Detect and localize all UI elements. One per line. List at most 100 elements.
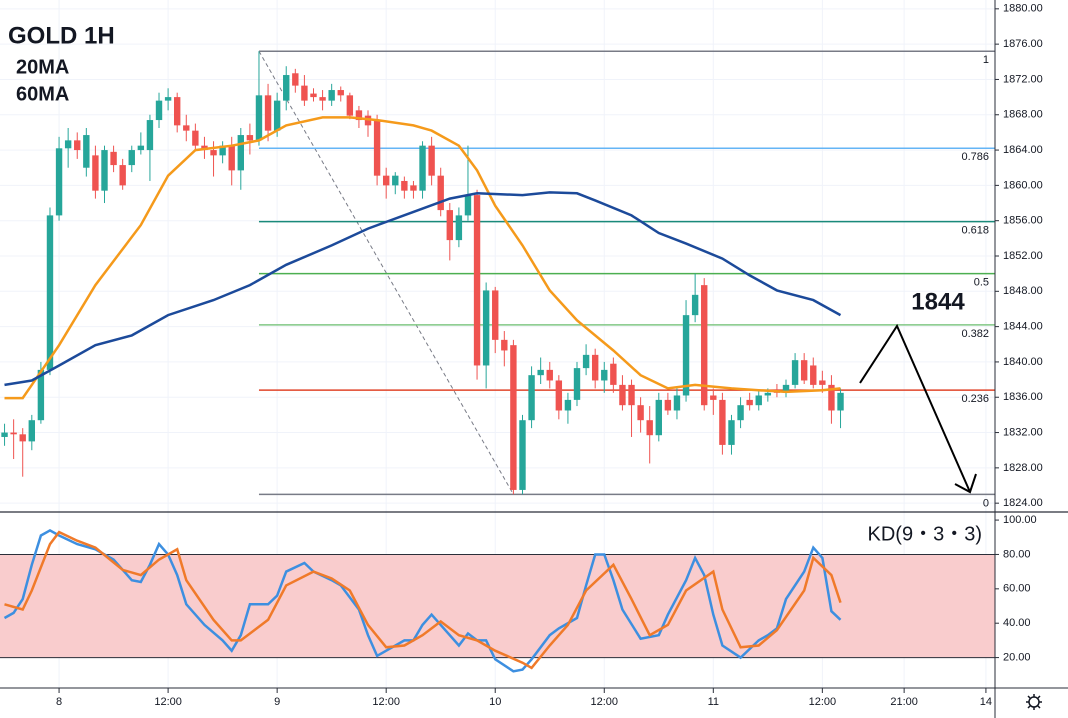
candle-body xyxy=(746,399,753,406)
x-tick-label: 10 xyxy=(489,696,501,708)
candle-body xyxy=(473,195,481,366)
candle-body xyxy=(83,135,90,168)
candle-body xyxy=(519,420,526,490)
settings-icon[interactable] xyxy=(1026,694,1042,710)
candle-body xyxy=(382,175,390,186)
candle-body xyxy=(228,145,235,171)
fib-label: 1 xyxy=(983,54,989,66)
legend-entry: 60MA xyxy=(16,83,69,105)
candle-body xyxy=(482,290,490,366)
x-tick-label: 12:00 xyxy=(154,696,182,708)
x-tick-label: 11 xyxy=(708,696,719,708)
candle-body xyxy=(564,399,572,411)
moving-average xyxy=(4,191,842,387)
y-tick-label: 1864.00 xyxy=(1003,144,1043,156)
candle-body xyxy=(346,95,354,116)
candle-body xyxy=(464,195,472,216)
projection-arrow xyxy=(859,323,977,494)
candle-body xyxy=(710,395,717,400)
candle-body xyxy=(392,175,399,186)
candle-body xyxy=(446,210,453,241)
candle-body xyxy=(537,369,544,376)
x-tick-label: 9 xyxy=(274,696,280,708)
y-tick-label: 1836.00 xyxy=(1003,391,1043,403)
candle-body xyxy=(364,115,372,126)
y-tick-label: 1848.00 xyxy=(1003,285,1043,297)
candle-body xyxy=(319,97,326,101)
candle-body xyxy=(728,420,735,445)
fib-label: 0.236 xyxy=(961,393,989,405)
candle-body xyxy=(373,120,381,176)
candle-body xyxy=(55,148,63,216)
candle-body xyxy=(591,354,599,381)
candle-body xyxy=(837,392,844,411)
fib-label: 0 xyxy=(983,497,989,509)
fib-label: 0.786 xyxy=(961,151,989,163)
candle-body xyxy=(637,405,644,421)
candle-body xyxy=(37,369,45,421)
y-tick-label: 60.00 xyxy=(1003,583,1031,595)
x-tick-label: 8 xyxy=(56,696,62,708)
candle-body xyxy=(719,399,726,445)
candle-body xyxy=(701,285,708,406)
x-tick-label: 21:00 xyxy=(890,696,918,708)
candle-body xyxy=(601,369,608,381)
fib-label: 0.5 xyxy=(974,277,989,289)
y-tick-label: 1868.00 xyxy=(1003,109,1043,121)
candle-body xyxy=(255,95,263,141)
x-tick-label: 12:00 xyxy=(591,696,619,708)
candle-body xyxy=(19,434,26,442)
candle-body xyxy=(101,150,108,191)
y-tick-label: 1824.00 xyxy=(1003,497,1043,509)
y-tick-label: 1856.00 xyxy=(1003,215,1043,227)
candle-body xyxy=(110,151,117,166)
candle-body xyxy=(310,93,317,98)
candle-body xyxy=(137,145,145,151)
y-tick-label: 1828.00 xyxy=(1003,462,1043,474)
candle-body xyxy=(355,110,363,121)
candle-body xyxy=(1,432,8,437)
candle-body xyxy=(64,140,72,149)
x-tick-label: 12:00 xyxy=(809,696,837,708)
annotation: 1844 xyxy=(911,288,965,315)
y-tick-label: 1832.00 xyxy=(1003,426,1043,438)
candle-body xyxy=(610,363,617,385)
candle-body xyxy=(128,150,135,166)
candle-body xyxy=(283,75,290,101)
candle-body xyxy=(655,399,662,436)
candle-body xyxy=(791,360,799,385)
candle-body xyxy=(619,384,626,406)
gear-teeth[interactable] xyxy=(1026,694,1042,710)
kd-title: KD(9・3・3) xyxy=(868,523,982,545)
candle-body xyxy=(74,140,81,151)
candle-body xyxy=(164,97,172,101)
candle-body xyxy=(664,399,672,411)
candle-body xyxy=(628,384,635,406)
candle-body xyxy=(273,100,281,131)
candle-body xyxy=(455,215,463,241)
candle-body xyxy=(301,85,308,101)
candle-body xyxy=(646,420,653,436)
candle-body xyxy=(682,315,690,396)
candle-body xyxy=(800,360,808,381)
y-tick-label: 80.00 xyxy=(1003,548,1031,560)
candle-body xyxy=(46,215,54,370)
candle-body xyxy=(173,97,181,126)
candle-body xyxy=(810,365,817,385)
candle-body xyxy=(582,354,590,369)
candle-body xyxy=(401,180,408,191)
y-tick-label: 1860.00 xyxy=(1003,179,1043,191)
candle-body xyxy=(183,125,190,131)
candle-body xyxy=(28,420,36,442)
candle-body xyxy=(737,405,744,421)
candle-body xyxy=(219,145,226,156)
chart-title: GOLD 1H xyxy=(8,22,115,49)
y-tick-label: 1876.00 xyxy=(1003,38,1043,50)
candle-body xyxy=(492,290,499,340)
x-tick-label: 12:00 xyxy=(372,696,400,708)
candle-body xyxy=(410,185,417,191)
candle-body xyxy=(528,375,535,421)
candle-body xyxy=(119,165,126,186)
candle-body xyxy=(246,135,254,141)
